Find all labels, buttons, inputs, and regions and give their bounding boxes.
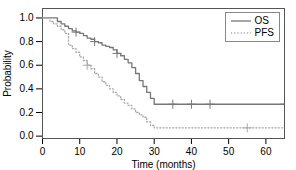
svg-text:30: 30: [149, 146, 161, 157]
svg-text:50: 50: [223, 146, 235, 157]
svg-text:20: 20: [111, 146, 123, 157]
svg-text:0: 0: [40, 146, 46, 157]
svg-text:0.8: 0.8: [20, 36, 34, 47]
svg-text:40: 40: [186, 146, 198, 157]
svg-text:0.0: 0.0: [20, 130, 34, 141]
svg-text:Probability: Probability: [2, 50, 13, 97]
svg-text:60: 60: [260, 146, 272, 157]
svg-text:0.6: 0.6: [20, 59, 34, 70]
svg-text:0.4: 0.4: [20, 83, 34, 94]
html-text:OS: OS: [254, 15, 269, 26]
svg-text:1.0: 1.0: [20, 12, 34, 23]
svg-text:10: 10: [74, 146, 86, 157]
svg-text:Time (months): Time (months): [131, 159, 195, 170]
svg-text:0.2: 0.2: [20, 107, 34, 118]
html-text:PFS: PFS: [254, 27, 274, 38]
